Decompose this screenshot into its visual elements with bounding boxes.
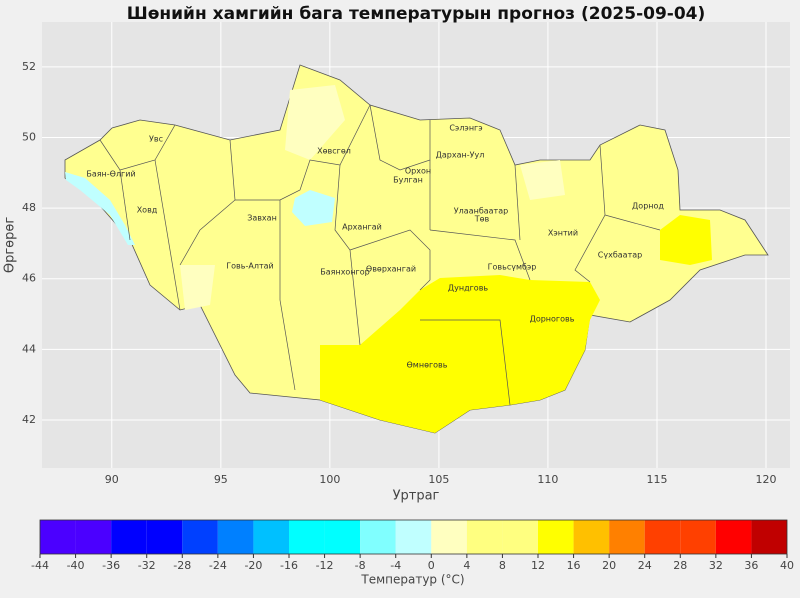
- region-label: Дорноговь: [530, 315, 575, 324]
- y-tick-label: 42: [22, 413, 36, 426]
- colorbar-bin: [644, 520, 681, 554]
- region-label: Дундговь: [448, 284, 489, 293]
- x-tick-label: 105: [428, 473, 449, 486]
- region-label: Төв: [474, 215, 490, 224]
- region-label: Дорнод: [632, 202, 664, 211]
- region-label: Өвөрхангай: [366, 265, 416, 274]
- y-axis-label: Өргөрөг: [3, 217, 18, 273]
- y-tick-label: 52: [22, 60, 36, 73]
- cool-area: [285, 85, 345, 160]
- colorbar-tick-label: -20: [244, 559, 262, 572]
- colorbar-bin: [324, 520, 361, 554]
- colorbar-tick-label: -40: [67, 559, 85, 572]
- colorbar-bin: [538, 520, 574, 554]
- colorbar-tick-label: 20: [602, 559, 616, 572]
- region-label: Сүхбаатар: [598, 251, 642, 260]
- colorbar-bin: [431, 520, 467, 554]
- region-label: Булган: [393, 176, 423, 185]
- lake: [292, 190, 335, 226]
- colorbar-bin: [395, 520, 432, 554]
- colorbar-tick-label: -24: [209, 559, 227, 572]
- region-label: Говь-Алтай: [226, 262, 273, 271]
- region-label: Баян-Өлгий: [86, 170, 135, 179]
- x-axis-label: Уртраг: [393, 489, 440, 504]
- region-label: Дархан-Уул: [436, 151, 485, 160]
- colorbar-tick-label: -44: [31, 559, 49, 572]
- region-label: Сэлэнгэ: [449, 124, 482, 133]
- colorbar-bin: [360, 520, 396, 554]
- colorbar-bin: [751, 520, 787, 554]
- region-label: Улаанбаатар: [454, 207, 508, 216]
- region-label: Баянхонгор: [320, 268, 369, 277]
- cool-area: [180, 265, 215, 310]
- colorbar-tick-label: 16: [567, 559, 581, 572]
- colorbar-tick-label: 0: [428, 559, 435, 572]
- colorbar-bin: [289, 520, 325, 554]
- region-label: Хөвсгөл: [317, 147, 351, 156]
- region-label: Архангай: [342, 223, 382, 232]
- y-tick-label: 46: [22, 272, 36, 285]
- colorbar-bin: [253, 520, 289, 554]
- x-tick-label: 115: [646, 473, 667, 486]
- country-area: [64, 64, 769, 434]
- colorbar-bin: [502, 520, 538, 554]
- colorbar-tick-label: -36: [102, 559, 120, 572]
- region-label: Завхан: [247, 214, 277, 223]
- colorbar-bin: [75, 520, 112, 554]
- province-borders: [99, 104, 661, 406]
- colorbar-tick-label: 40: [780, 559, 794, 572]
- warm-area: [320, 275, 600, 433]
- mongolia-map: [64, 64, 769, 434]
- x-tick-label: 120: [756, 473, 777, 486]
- region-label: Хэнтий: [548, 229, 578, 238]
- colorbar-bin: [609, 520, 645, 554]
- y-tick-label: 48: [22, 201, 36, 214]
- colorbar-tick-label: -8: [355, 559, 366, 572]
- colorbar-tick-label: 12: [531, 559, 545, 572]
- warm-area: [660, 215, 712, 265]
- lake: [65, 172, 135, 245]
- colorbar-tick-label: -16: [280, 559, 298, 572]
- colorbar-tick-label: -32: [138, 559, 156, 572]
- colorbar-tick-label: 4: [463, 559, 470, 572]
- colorbar-bin: [466, 520, 503, 554]
- colorbar-tick-label: 8: [499, 559, 506, 572]
- colorbar-bin: [715, 520, 752, 554]
- x-tick-label: 100: [319, 473, 340, 486]
- region-label: Увс: [149, 135, 163, 144]
- colorbar-tick-label: 36: [744, 559, 758, 572]
- region-label: Орхон: [405, 167, 431, 176]
- x-tick-label: 90: [105, 473, 119, 486]
- x-tick-label: 95: [214, 473, 228, 486]
- region-label: Ховд: [137, 206, 158, 215]
- colorbar-tick-label: -12: [316, 559, 334, 572]
- colorbar-bin: [680, 520, 716, 554]
- colorbar-bin: [146, 520, 183, 554]
- colorbar-tick-label: -28: [173, 559, 191, 572]
- title: Шөнийн хамгийн бага температурын прогноз…: [127, 4, 706, 24]
- colorbar-label: Температур (°C): [360, 573, 464, 587]
- colorbar-bin: [40, 520, 76, 554]
- colorbar-tick-label: 28: [673, 559, 687, 572]
- y-tick-label: 44: [22, 342, 36, 355]
- x-tick-label: 110: [537, 473, 558, 486]
- colorbar-bin: [182, 520, 218, 554]
- colorbar-tick-label: 32: [709, 559, 723, 572]
- colorbar-bin: [111, 520, 147, 554]
- cool-area: [520, 160, 565, 200]
- colorbar-tick-label: -4: [390, 559, 401, 572]
- region-label: Говьсүмбэр: [488, 263, 537, 272]
- region-label: Өмнөговь: [407, 361, 448, 370]
- y-tick-label: 50: [22, 130, 36, 143]
- colorbar-bin: [573, 520, 610, 554]
- colorbar-bin: [217, 520, 254, 554]
- colorbar-tick-label: 24: [638, 559, 652, 572]
- colorbar-frame: [39, 519, 788, 555]
